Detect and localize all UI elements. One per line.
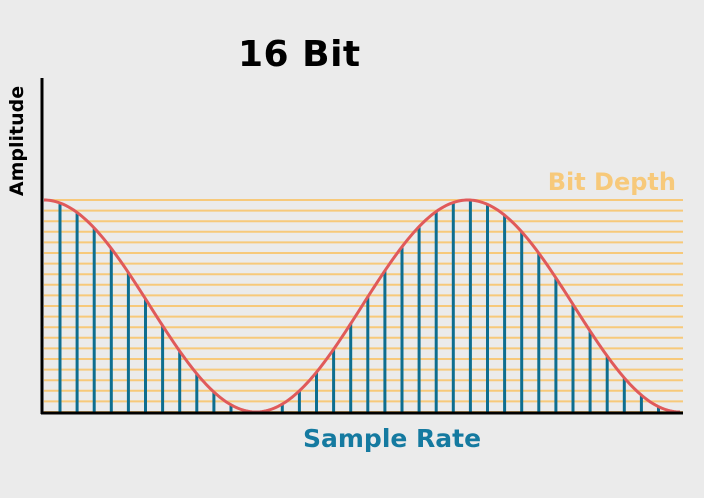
page-title: 16 Bit — [238, 34, 361, 75]
analog-wave — [43, 198, 681, 414]
amplitude-label: Amplitude — [6, 85, 28, 197]
sample-lines — [58, 200, 660, 413]
bit-depth-label: Bit Depth — [547, 168, 676, 196]
axes — [40, 78, 683, 415]
sample-rate-label: Sample Rate — [303, 424, 482, 453]
